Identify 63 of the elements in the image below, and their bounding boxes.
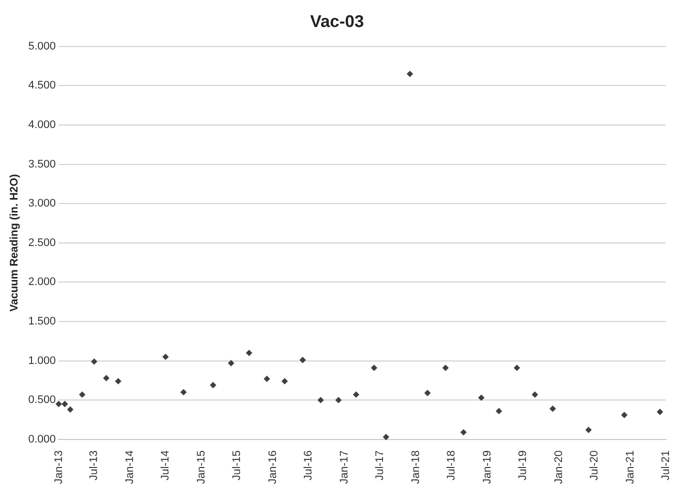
y-axis-title: Vacuum Reading (in. H2O) <box>8 174 21 312</box>
point <box>550 406 556 412</box>
x-tick-label: Jul-20 <box>588 450 600 480</box>
y-tick-label: 0.000 <box>28 433 56 446</box>
x-tick-label: Jul-15 <box>230 450 243 480</box>
y-tick-label: 1.500 <box>28 316 56 328</box>
point <box>103 375 110 382</box>
point <box>264 376 270 382</box>
point <box>300 356 306 363</box>
point <box>532 392 538 398</box>
x-tick-label: Jul-17 <box>374 450 386 480</box>
x-tick-label: Jan-20 <box>552 450 565 484</box>
point <box>210 382 216 388</box>
x-tick-label: Jul-14 <box>160 450 172 480</box>
point <box>67 406 74 412</box>
x-tick-label: Jul-19 <box>516 450 529 480</box>
x-tick-label: Jul-13 <box>88 450 100 480</box>
x-tick-label: Jul-21 <box>660 450 672 480</box>
point <box>371 364 378 371</box>
point <box>656 408 663 415</box>
x-tick-label: Jan-13 <box>52 450 65 484</box>
y-tick-label: 3.000 <box>28 198 56 210</box>
point <box>282 378 288 384</box>
y-tick-label: 1.000 <box>28 354 56 367</box>
point <box>586 426 592 433</box>
point <box>162 354 169 360</box>
point <box>353 392 360 398</box>
point <box>56 401 62 407</box>
point <box>406 70 413 77</box>
point <box>621 412 628 418</box>
y-tick-label: 2.500 <box>28 236 56 249</box>
y-tick-label: 5.000 <box>28 40 56 52</box>
x-tick-label: Jan-18 <box>410 450 422 484</box>
point <box>478 394 484 401</box>
point <box>514 364 520 371</box>
point <box>115 378 122 384</box>
x-tick-label: Jan-17 <box>338 450 351 484</box>
point <box>318 397 324 404</box>
y-tick-label: 4.500 <box>28 80 56 92</box>
x-tick-label: Jan-19 <box>481 450 494 484</box>
point <box>246 350 252 356</box>
y-tick-label: 4.000 <box>28 119 56 132</box>
x-tick-label: Jan-15 <box>196 450 208 484</box>
point <box>228 360 234 366</box>
y-tick-label: 3.500 <box>28 158 56 170</box>
x-tick-label: Jul-16 <box>302 450 315 480</box>
point <box>442 364 449 371</box>
point <box>496 408 502 414</box>
x-tick-label: Jan-14 <box>124 450 136 484</box>
x-tick-label: Jul-18 <box>445 450 458 480</box>
point <box>335 397 342 404</box>
point <box>79 392 86 398</box>
point <box>180 389 187 396</box>
point <box>460 429 467 436</box>
point <box>91 358 98 365</box>
point <box>383 434 390 440</box>
y-tick-label: 0.500 <box>28 394 56 406</box>
x-tick-label: Jan-21 <box>624 450 636 484</box>
y-tick-label: 2.000 <box>28 276 56 288</box>
chart-title: Vac-03 <box>310 12 364 31</box>
point <box>424 390 431 396</box>
point <box>62 401 68 407</box>
x-tick-label: Jan-16 <box>266 450 279 484</box>
